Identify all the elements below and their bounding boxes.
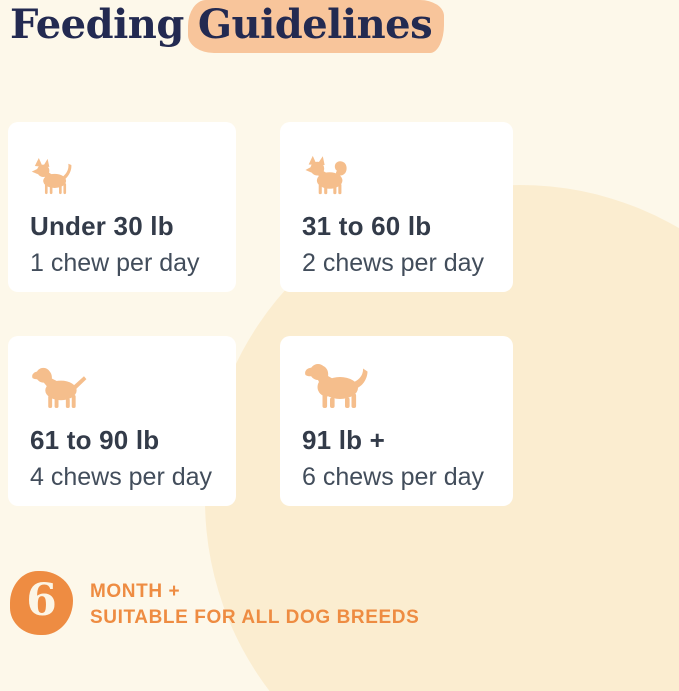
large-fluffy-dog-icon [305, 364, 368, 408]
dog-icon-box [302, 360, 495, 410]
feeding-cards-grid: Under 30 lb 1 chew per day [8, 122, 513, 506]
age-note-line-1: MONTH + [90, 581, 181, 602]
weight-range-label: 61 to 90 lb [30, 425, 160, 455]
age-suitability-note: 6 MONTH + SUITABLE FOR ALL DOG BREEDS [10, 571, 419, 635]
chihuahua-dog-icon [31, 158, 72, 195]
page-title: Feeding Guidelines [10, 0, 445, 53]
weight-range-label: Under 30 lb [30, 211, 174, 241]
feeding-card-under-30lb: Under 30 lb 1 chew per day [8, 122, 236, 292]
dog-icon-box [302, 146, 495, 196]
age-badge-number: 6 [26, 575, 57, 626]
feeding-card-31-60lb: 31 to 60 lb 2 chews per day [280, 122, 513, 292]
title-highlighted-text: Guidelines [187, 0, 445, 53]
daily-dose-label: 1 chew per day [30, 249, 200, 277]
title-plain-text: Feeding [10, 1, 184, 48]
weight-range-label: 31 to 60 lb [302, 211, 432, 241]
age-badge: 6 [10, 571, 73, 635]
age-note-line-2: SUITABLE FOR ALL DOG BREEDS [90, 607, 420, 628]
dog-icon-box [30, 146, 218, 196]
feeding-card-61-90lb: 61 to 90 lb 4 chews per day [8, 336, 236, 506]
daily-dose-label: 6 chews per day [302, 463, 485, 491]
daily-dose-label: 2 chews per day [302, 249, 485, 277]
feeding-card-91lb-plus: 91 lb + 6 chews per day [280, 336, 513, 506]
labrador-dog-icon [32, 367, 87, 409]
age-note-text: MONTH + SUITABLE FOR ALL DOG BREEDS [90, 579, 419, 631]
weight-range-label: 91 lb + [302, 425, 386, 455]
dog-icon-box [30, 360, 218, 410]
daily-dose-label: 4 chews per day [30, 463, 213, 491]
husky-dog-icon [305, 155, 347, 195]
